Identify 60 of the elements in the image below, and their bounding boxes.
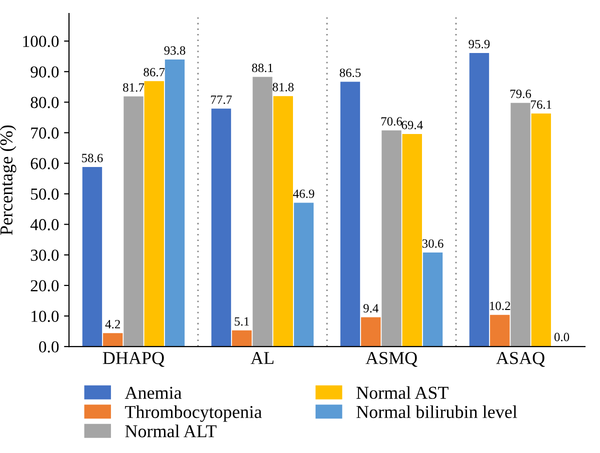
bar bbox=[422, 252, 443, 347]
y-tick-label: 70.0 bbox=[31, 127, 59, 139]
legend-label: Thrombocytopenia bbox=[125, 405, 262, 422]
data-label: 10.2 bbox=[490, 302, 510, 310]
bar bbox=[361, 317, 381, 347]
data-label: 81.8 bbox=[272, 82, 294, 92]
data-label: 88.1 bbox=[252, 64, 273, 72]
y-tick-label: 0.0 bbox=[39, 341, 59, 353]
y-tick-label: 80.0 bbox=[30, 96, 59, 108]
y-tick-label: 50.0 bbox=[31, 188, 59, 200]
y-tick-label: 60.0 bbox=[30, 158, 59, 170]
y-tick-label: 20.0 bbox=[30, 280, 59, 292]
data-label: 0.0 bbox=[554, 332, 570, 342]
y-axis-title: Percentage (%) bbox=[0, 125, 16, 235]
data-label: 86.5 bbox=[340, 68, 361, 78]
bar bbox=[232, 330, 252, 347]
bar bbox=[164, 59, 185, 347]
legend-label: Anemia bbox=[124, 386, 182, 399]
data-label: 93.8 bbox=[164, 46, 186, 55]
data-label: 76.1 bbox=[531, 100, 552, 109]
bar bbox=[144, 81, 164, 347]
bar bbox=[382, 130, 402, 347]
legend-label: Normal ALT bbox=[125, 424, 217, 438]
bar bbox=[124, 96, 144, 347]
data-label: 46.9 bbox=[293, 190, 314, 198]
legend-label: Normal AST bbox=[356, 386, 448, 399]
data-label: 70.6 bbox=[381, 117, 402, 126]
legend-label: Normal bilirubin level bbox=[356, 405, 518, 418]
data-label: 4.2 bbox=[105, 320, 120, 328]
y-tick-label: 90.0 bbox=[30, 66, 59, 78]
data-label: 30.6 bbox=[422, 239, 444, 248]
bar bbox=[211, 108, 232, 347]
x-tick-label: DHAPQ bbox=[102, 352, 164, 367]
data-label: 95.9 bbox=[468, 40, 490, 48]
bar bbox=[531, 114, 551, 347]
bar bbox=[340, 82, 360, 347]
y-tick-label: 10.0 bbox=[32, 310, 59, 322]
x-tick-label: AL bbox=[250, 352, 274, 364]
data-label: 79.6 bbox=[510, 90, 532, 98]
bar bbox=[273, 96, 293, 347]
data-label: 5.1 bbox=[234, 317, 249, 326]
bar bbox=[402, 134, 422, 347]
bar bbox=[510, 102, 530, 347]
y-tick-label: 30.0 bbox=[30, 250, 59, 261]
bar bbox=[490, 314, 510, 347]
y-tick-label: 40.0 bbox=[30, 219, 59, 230]
bar bbox=[103, 333, 123, 347]
data-label: 86.7 bbox=[144, 68, 165, 76]
bar bbox=[469, 53, 490, 347]
data-label: 69.4 bbox=[402, 120, 423, 130]
data-label: 81.7 bbox=[123, 83, 144, 92]
bar bbox=[252, 76, 272, 347]
data-label: 58.6 bbox=[82, 154, 103, 162]
x-tick-label: ASMQ bbox=[366, 352, 418, 367]
data-label: 9.4 bbox=[363, 304, 378, 313]
bar bbox=[82, 166, 102, 347]
bar bbox=[294, 202, 314, 347]
x-tick-label: ASAQ bbox=[496, 352, 545, 367]
y-tick-label: 100.0 bbox=[23, 36, 59, 48]
data-label: 77.7 bbox=[211, 96, 232, 104]
